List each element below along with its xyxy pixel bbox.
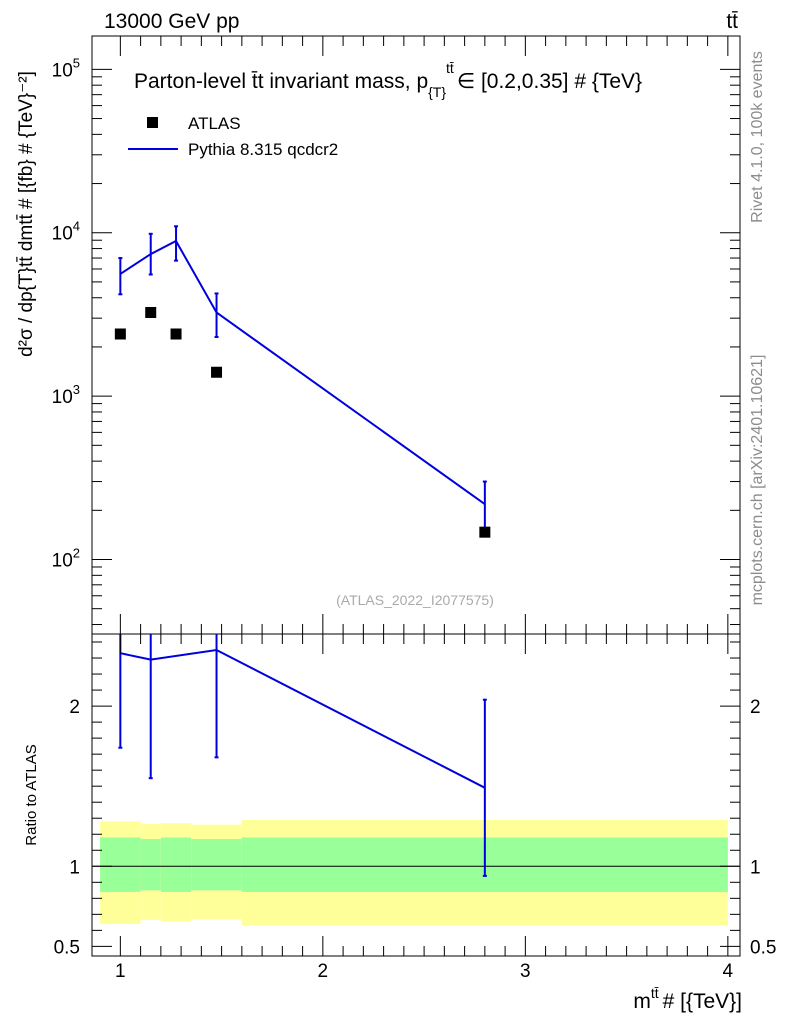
x-tick-label: 3 xyxy=(520,961,531,982)
energy-label: 13000 GeV pp xyxy=(104,10,239,33)
main-y-tick-exponent: 3 xyxy=(73,382,80,397)
title-superscript: tt̄ xyxy=(446,60,454,76)
x-tick-label: 1 xyxy=(115,961,126,982)
rivet-version-label: Rivet 4.1.0, 100k events xyxy=(749,51,766,223)
x-axis-label-sup: tt̄ xyxy=(651,985,659,1001)
main-y-axis-label: d²σ / dp{T}tt̄ dmtt̄ # [{fb} # {TeV}⁻²] xyxy=(16,71,37,357)
main-y-tick-exponent: 5 xyxy=(73,55,80,70)
main-plot-title: Parton-level t̄t invariant mass, p{T}tt̄… xyxy=(134,60,642,100)
atlas-data-point xyxy=(170,328,182,340)
main-y-tick-base: 10 xyxy=(52,551,73,572)
main-y-tick-base: 10 xyxy=(52,387,73,408)
title-tail: ∈ [0.2,0.35] # {TeV} xyxy=(457,70,642,93)
process-label: tt̄ xyxy=(726,10,738,33)
ratio-plot-area: 0.5 0.5 1 1 2 2 1 2 3 4 xyxy=(54,634,776,982)
pythia-series-line xyxy=(119,239,486,506)
ratio-inner-band xyxy=(100,837,141,892)
ratio-y-tick-label-right: 0.5 xyxy=(750,937,776,958)
ratio-plot-frame xyxy=(91,633,741,957)
legend-atlas-label: ATLAS xyxy=(188,114,241,133)
x-tick-label: 4 xyxy=(723,961,734,982)
atlas-data-point xyxy=(114,328,126,340)
main-y-tick-label: 105 xyxy=(52,55,80,81)
ratio-y-axis-label: Ratio to ATLAS xyxy=(23,744,40,845)
analysis-watermark: (ATLAS_2022_I2077575) xyxy=(336,592,494,608)
legend: ATLAS Pythia 8.315 qcdcr2 xyxy=(128,114,338,159)
ratio-inner-band xyxy=(140,839,161,891)
main-y-tick-exponent: 4 xyxy=(73,219,80,234)
x-axis-label-main: m xyxy=(633,990,651,1013)
main-y-tick-label: 103 xyxy=(52,382,80,408)
legend-pythia-label: Pythia 8.315 qcdcr2 xyxy=(188,140,338,159)
ratio-y-tick-label-right: 1 xyxy=(750,857,761,878)
main-y-tick-label: 104 xyxy=(52,219,80,245)
ratio-y-tick-label-right: 2 xyxy=(750,697,761,718)
ratio-inner-band xyxy=(191,839,242,891)
x-tick-label: 2 xyxy=(318,961,329,982)
main-y-tick-exponent: 2 xyxy=(73,546,80,561)
ratio-y-tick-label: 2 xyxy=(69,697,80,718)
x-axis-label: mtt̄ # [{TeV}] xyxy=(633,985,742,1013)
x-axis-label-tail: # [{TeV}] xyxy=(663,990,742,1013)
title-main: Parton-level t̄t invariant mass, p xyxy=(134,70,428,93)
ratio-y-tick-label: 0.5 xyxy=(54,937,80,958)
ratio-pythia-line xyxy=(120,648,486,789)
main-y-tick-base: 10 xyxy=(52,224,73,245)
ratio-inner-band xyxy=(160,837,192,892)
title-subscript: {T} xyxy=(428,84,446,100)
source-label: mcplots.cern.ch [arXiv:2401.10621] xyxy=(749,355,766,606)
main-y-tick-label: 102 xyxy=(52,546,80,572)
atlas-data-point xyxy=(479,526,491,538)
atlas-data-point xyxy=(211,366,223,378)
main-y-tick-base: 10 xyxy=(52,60,73,81)
legend-atlas-marker xyxy=(147,117,158,128)
atlas-data-point xyxy=(145,306,157,318)
ratio-y-tick-label: 1 xyxy=(69,857,80,878)
